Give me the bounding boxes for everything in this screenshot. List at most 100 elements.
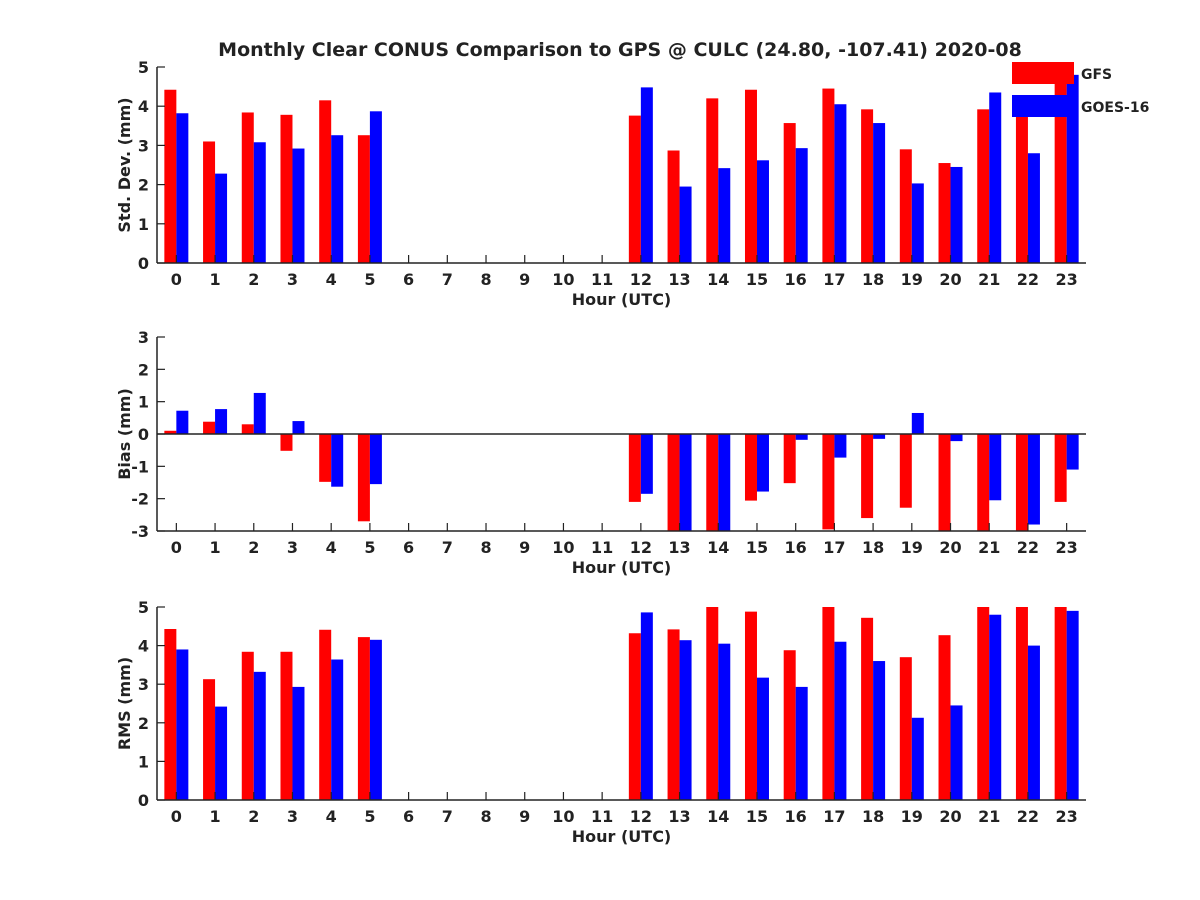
bar-goes16-panel2-hour14 — [718, 643, 731, 800]
bar-goes16-panel1-hour16 — [795, 434, 808, 440]
bar-gfs-panel2-hour20 — [938, 635, 951, 800]
x-tick-label: 13 — [668, 270, 690, 289]
x-tick-label: 17 — [823, 538, 845, 557]
bar-goes16-panel2-hour23 — [1066, 610, 1079, 800]
x-tick-label: 20 — [939, 270, 961, 289]
bar-gfs-panel2-hour0 — [164, 629, 177, 800]
x-tick-label: 21 — [978, 270, 1000, 289]
x-tick-label: 10 — [552, 807, 574, 826]
x-tick-label: 14 — [707, 270, 729, 289]
bar-gfs-panel2-hour1 — [203, 679, 216, 800]
legend-label-gfs: GFS — [1081, 67, 1112, 83]
x-tick-label: 9 — [519, 807, 530, 826]
x-tick-label: 10 — [552, 538, 574, 557]
chart-title: Monthly Clear CONUS Comparison to GPS @ … — [218, 39, 1022, 61]
y-tick-label: 1 — [138, 752, 149, 771]
x-tick-label: 17 — [823, 270, 845, 289]
bar-gfs-panel2-hour17 — [822, 607, 835, 800]
x-tick-label: 10 — [552, 270, 574, 289]
bar-gfs-panel2-hour18 — [861, 617, 874, 800]
bar-goes16-panel0-hour20 — [950, 166, 963, 263]
bar-goes16-panel1-hour1 — [215, 409, 228, 434]
x-tick-label: 7 — [442, 270, 453, 289]
bar-gfs-panel0-hour13 — [667, 150, 680, 263]
x-tick-label: 15 — [746, 538, 768, 557]
x-tick-label: 20 — [939, 538, 961, 557]
y-tick-label: -2 — [131, 490, 149, 509]
bar-goes16-panel0-hour14 — [718, 168, 731, 263]
bar-goes16-panel0-hour5 — [369, 111, 382, 263]
bar-gfs-panel0-hour14 — [706, 98, 719, 263]
x-tick-label: 1 — [209, 807, 220, 826]
bar-goes16-panel1-hour20 — [950, 434, 963, 442]
bar-gfs-panel0-hour4 — [319, 100, 332, 263]
bar-goes16-panel2-hour17 — [834, 641, 847, 800]
bar-gfs-panel2-hour16 — [783, 650, 796, 800]
bar-goes16-panel1-hour19 — [911, 412, 924, 434]
x-tick-label: 12 — [630, 270, 652, 289]
x-tick-label: 14 — [707, 538, 729, 557]
bar-gfs-panel2-hour2 — [241, 651, 254, 800]
x-axis-label: Hour (UTC) — [572, 290, 672, 309]
bar-gfs-panel0-hour2 — [241, 112, 254, 263]
y-tick-label: 5 — [138, 58, 149, 77]
bar-goes16-panel2-hour2 — [253, 671, 266, 800]
x-tick-label: 21 — [978, 807, 1000, 826]
x-tick-label: 18 — [862, 807, 884, 826]
bar-goes16-panel2-hour21 — [989, 614, 1002, 800]
bar-gfs-panel0-hour12 — [628, 115, 641, 263]
bar-goes16-panel0-hour21 — [989, 92, 1002, 263]
x-tick-label: 8 — [480, 538, 491, 557]
bar-gfs-panel2-hour21 — [977, 607, 990, 800]
bar-goes16-panel0-hour2 — [253, 142, 266, 263]
bar-gfs-panel0-hour19 — [899, 149, 912, 263]
bar-goes16-panel0-hour19 — [911, 183, 924, 263]
bar-goes16-panel1-hour4 — [331, 434, 344, 487]
bar-goes16-panel2-hour18 — [873, 661, 886, 800]
y-tick-label: 2 — [138, 176, 149, 195]
x-tick-label: 5 — [364, 270, 375, 289]
bar-goes16-panel1-hour18 — [873, 434, 886, 439]
bar-gfs-panel1-hour17 — [822, 434, 835, 530]
x-tick-label: 0 — [171, 538, 182, 557]
y-tick-label: 0 — [138, 791, 149, 810]
bar-goes16-panel0-hour17 — [834, 104, 847, 264]
x-tick-label: 5 — [364, 538, 375, 557]
bar-gfs-panel1-hour20 — [938, 434, 951, 531]
legend-label-goes16: GOES-16 — [1081, 100, 1149, 116]
x-tick-label: 3 — [287, 270, 298, 289]
bar-goes16-panel0-hour18 — [873, 123, 886, 263]
bar-gfs-panel0-hour22 — [1015, 114, 1028, 263]
x-tick-label: 2 — [248, 270, 259, 289]
x-tick-label: 19 — [901, 538, 923, 557]
bar-goes16-panel2-hour3 — [292, 686, 305, 800]
x-tick-label: 12 — [630, 807, 652, 826]
bar-gfs-panel1-hour21 — [977, 434, 990, 531]
legend: GFS GOES-16 — [1012, 62, 1149, 117]
bar-gfs-panel2-hour13 — [667, 629, 680, 800]
bar-goes16-panel1-hour23 — [1066, 434, 1079, 470]
bar-goes16-panel0-hour13 — [679, 186, 692, 263]
y-tick-label: 4 — [138, 97, 149, 116]
y-tick-label: 3 — [138, 136, 149, 155]
bar-goes16-panel0-hour3 — [292, 148, 305, 263]
x-tick-label: 16 — [785, 538, 807, 557]
bar-goes16-panel1-hour17 — [834, 434, 847, 458]
bar-goes16-panel2-hour22 — [1027, 645, 1040, 800]
y-tick-label: 5 — [138, 598, 149, 617]
x-tick-label: 17 — [823, 807, 845, 826]
x-tick-label: 11 — [591, 270, 613, 289]
bar-goes16-panel2-hour5 — [369, 639, 382, 800]
bar-goes16-panel1-hour0 — [176, 410, 189, 434]
y-tick-label: 0 — [138, 425, 149, 444]
bar-gfs-panel0-hour21 — [977, 109, 990, 263]
bar-gfs-panel0-hour1 — [203, 141, 216, 263]
bar-goes16-panel1-hour5 — [369, 434, 382, 485]
bar-gfs-panel0-hour17 — [822, 88, 835, 263]
x-tick-label: 22 — [1017, 538, 1039, 557]
bar-goes16-panel0-hour12 — [640, 87, 653, 263]
bar-gfs-panel2-hour23 — [1054, 607, 1067, 800]
bar-goes16-panel0-hour16 — [795, 148, 808, 263]
